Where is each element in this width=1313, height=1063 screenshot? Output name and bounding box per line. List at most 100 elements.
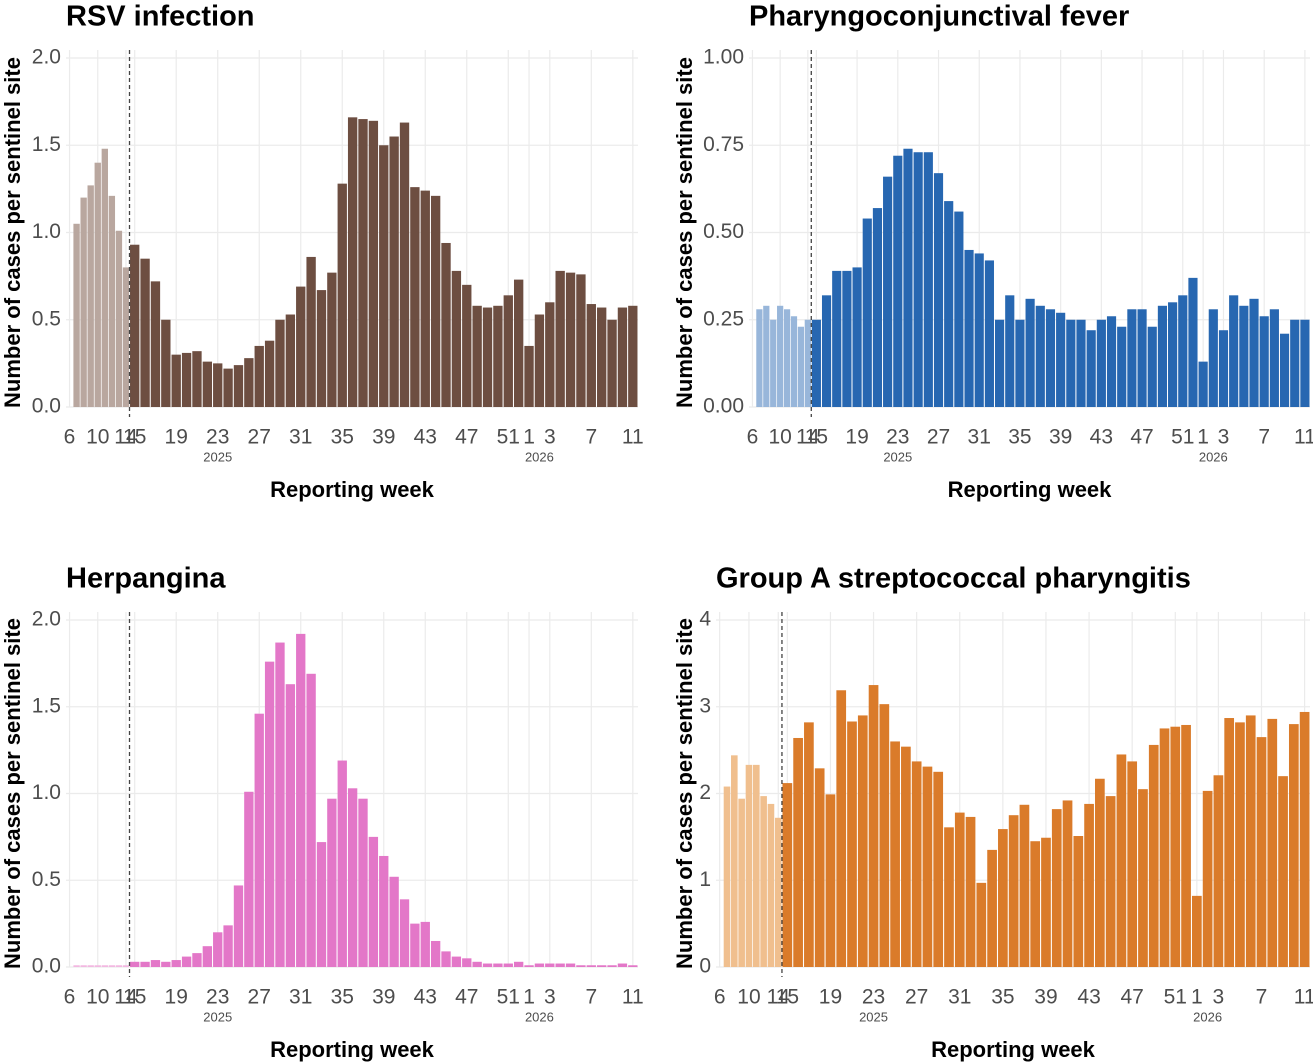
- bar: [534, 314, 545, 407]
- y-tick-label: 0: [699, 955, 711, 978]
- bar: [493, 963, 503, 967]
- bar: [472, 305, 482, 407]
- bar: [94, 162, 101, 407]
- bar: [306, 673, 316, 967]
- bar: [1188, 277, 1198, 407]
- bar: [285, 684, 296, 967]
- x-axis-title: Reporting week: [931, 1037, 1096, 1062]
- x-tick-label: 19: [165, 426, 188, 449]
- bar: [804, 722, 814, 967]
- bar: [879, 704, 890, 967]
- bar: [586, 965, 596, 967]
- bar: [1005, 295, 1015, 407]
- bar: [368, 120, 379, 407]
- bar: [337, 183, 347, 407]
- bar: [738, 798, 745, 967]
- bar: [379, 855, 389, 967]
- bar: [503, 295, 513, 407]
- y-tick-label: 0.50: [703, 220, 744, 243]
- x-tick-label: 15: [805, 426, 828, 449]
- y-tick-label: 1: [699, 868, 711, 891]
- bar: [1008, 815, 1019, 967]
- bar: [379, 145, 389, 407]
- bar: [760, 796, 767, 967]
- x-tick-label: 43: [414, 986, 437, 1009]
- bar: [893, 155, 903, 407]
- x-tick-label: 51: [497, 426, 520, 449]
- x-year-label: 2026: [1193, 1009, 1222, 1024]
- bar: [441, 951, 451, 967]
- panel: Herpangina Number of cases per sentinel s…: [0, 563, 644, 1062]
- bar: [513, 279, 524, 407]
- x-tick-label: 3: [1218, 426, 1230, 449]
- x-tick-label: 31: [948, 986, 971, 1009]
- bar: [389, 136, 399, 407]
- bar: [192, 953, 202, 967]
- x-tick-label: 6: [64, 986, 76, 1009]
- x-tick-label: 15: [776, 986, 799, 1009]
- y-tick-label: 1.5: [32, 133, 61, 156]
- x-tick-label: 10: [86, 986, 109, 1009]
- bar: [534, 963, 545, 967]
- bar: [1157, 305, 1168, 407]
- bar: [115, 230, 123, 407]
- bar: [202, 946, 213, 967]
- x-tick-label: 47: [1121, 986, 1144, 1009]
- bar: [1181, 724, 1191, 967]
- bar: [420, 921, 430, 967]
- bar: [1138, 789, 1148, 967]
- x-tick-label: 51: [1171, 426, 1194, 449]
- bar: [965, 816, 976, 967]
- bar: [1015, 319, 1025, 407]
- bar: [358, 119, 368, 407]
- bar: [821, 295, 832, 407]
- y-tick-label: 0.0: [32, 395, 61, 418]
- chart-title: Herpangina: [66, 563, 226, 595]
- x-tick-label: 15: [123, 426, 146, 449]
- bar: [847, 721, 857, 967]
- x-tick-label: 51: [497, 986, 520, 1009]
- bar: [482, 963, 493, 967]
- bar: [1259, 316, 1269, 407]
- bar: [1178, 295, 1188, 407]
- bar: [1249, 298, 1259, 407]
- bar: [327, 272, 337, 407]
- x-tick-label: 7: [585, 426, 597, 449]
- bar: [1056, 312, 1066, 407]
- bar: [901, 746, 911, 967]
- bar: [797, 326, 805, 407]
- bar: [545, 963, 555, 967]
- x-tick-label: 23: [206, 426, 229, 449]
- bar: [565, 272, 576, 407]
- bar: [493, 305, 503, 407]
- x-tick-label: 43: [414, 426, 437, 449]
- y-tick-label: 3: [699, 694, 711, 717]
- bar: [347, 117, 358, 407]
- bar: [296, 633, 306, 967]
- bar: [1117, 326, 1127, 407]
- bar: [576, 274, 586, 407]
- bar: [933, 771, 944, 967]
- bar: [1235, 722, 1245, 967]
- bar: [181, 352, 192, 407]
- bar: [987, 849, 997, 967]
- bar: [73, 965, 80, 967]
- bar: [1086, 330, 1096, 407]
- x-tick-label: 19: [165, 986, 188, 1009]
- x-tick-label: 3: [544, 426, 556, 449]
- y-tick-label: 4: [699, 608, 711, 631]
- x-tick-label: 39: [1034, 986, 1057, 1009]
- x-tick-label: 15: [123, 986, 146, 1009]
- bar: [399, 899, 410, 967]
- x-year-label: 2025: [859, 1009, 888, 1024]
- bar: [1245, 715, 1256, 967]
- bar: [524, 965, 534, 967]
- bar: [430, 195, 441, 407]
- bar: [586, 304, 596, 407]
- bar: [171, 354, 181, 407]
- bar: [1168, 302, 1178, 407]
- bar: [745, 764, 753, 967]
- x-tick-label: 43: [1090, 426, 1113, 449]
- bar: [617, 963, 628, 967]
